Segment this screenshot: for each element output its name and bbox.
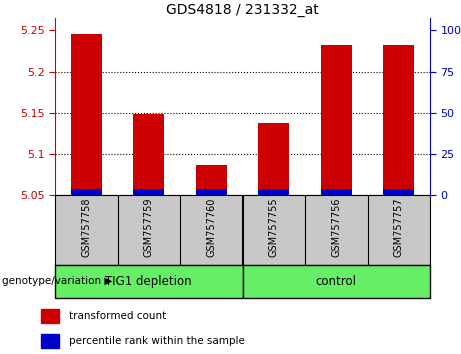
Bar [133, 114, 165, 195]
Bar [133, 189, 165, 195]
Bar [195, 189, 227, 195]
Text: genotype/variation ▶: genotype/variation ▶ [2, 276, 112, 286]
Bar [55, 265, 242, 298]
Text: GSM757760: GSM757760 [206, 198, 216, 257]
Bar [71, 34, 102, 195]
Text: TIG1 depletion: TIG1 depletion [106, 275, 192, 288]
Bar [195, 165, 227, 195]
Bar [383, 189, 414, 195]
Text: GSM757758: GSM757758 [81, 198, 91, 257]
Bar [242, 265, 430, 298]
Bar [320, 189, 352, 195]
Text: control: control [316, 275, 357, 288]
Title: GDS4818 / 231332_at: GDS4818 / 231332_at [166, 3, 319, 17]
Bar [258, 122, 290, 195]
Text: transformed count: transformed count [69, 311, 166, 321]
Text: GSM757759: GSM757759 [144, 198, 154, 257]
Text: percentile rank within the sample: percentile rank within the sample [69, 336, 244, 346]
Bar [71, 189, 102, 195]
Bar [41, 309, 59, 323]
Bar [41, 335, 59, 348]
Text: GSM757755: GSM757755 [269, 198, 279, 257]
Bar [383, 45, 414, 195]
Text: GSM757757: GSM757757 [394, 198, 404, 257]
Bar [320, 45, 352, 195]
Text: GSM757756: GSM757756 [331, 198, 341, 257]
Bar [258, 189, 290, 195]
